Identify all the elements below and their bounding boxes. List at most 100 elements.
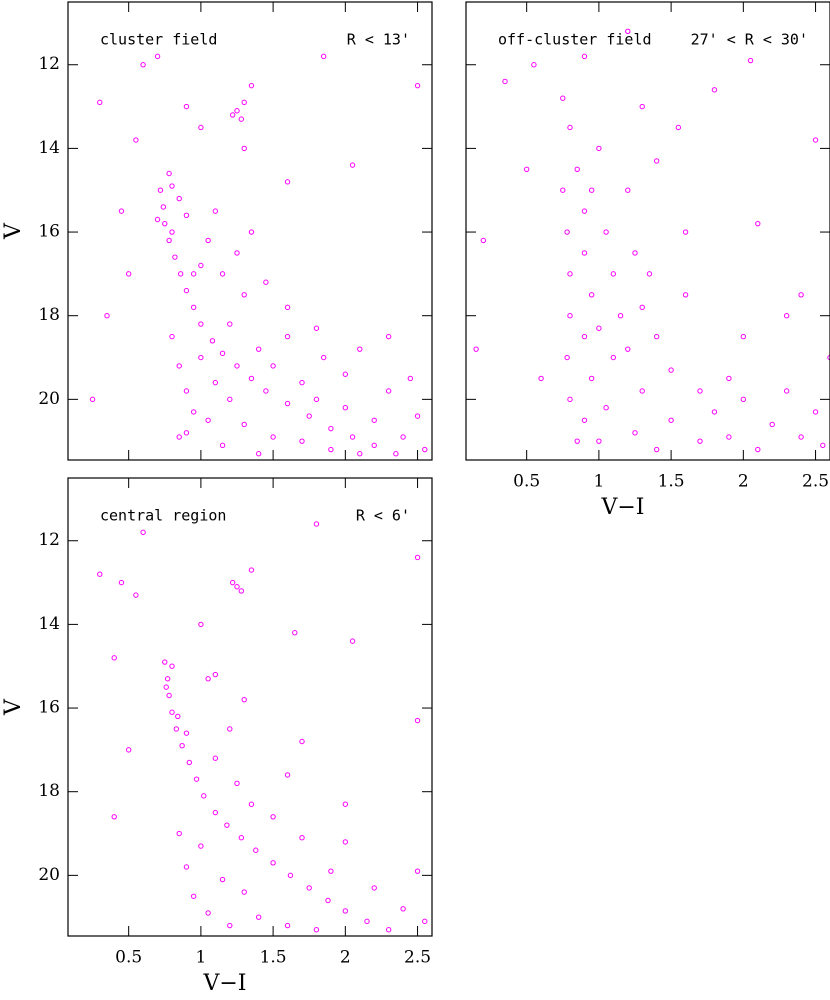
- point: [287, 872, 294, 879]
- point: [176, 434, 182, 440]
- point: [238, 835, 245, 841]
- point: [238, 588, 245, 594]
- point: [564, 354, 570, 361]
- point: [798, 292, 804, 298]
- point: [176, 195, 182, 202]
- point: [284, 179, 291, 185]
- plot-frame: [67, 477, 433, 937]
- point: [284, 922, 291, 929]
- point: [755, 220, 761, 227]
- point: [726, 375, 732, 382]
- point: [111, 814, 117, 820]
- point: [198, 321, 204, 327]
- point: [284, 333, 291, 340]
- point: [755, 446, 761, 453]
- point: [812, 409, 819, 415]
- point: [320, 53, 327, 60]
- point: [154, 53, 161, 60]
- point: [371, 442, 377, 449]
- point: [219, 876, 226, 883]
- point: [653, 158, 660, 164]
- point: [125, 747, 132, 753]
- point: [227, 321, 233, 327]
- point: [639, 388, 645, 394]
- x-tick-label: 0.5: [115, 948, 142, 968]
- point: [480, 237, 487, 244]
- point: [328, 868, 334, 874]
- annotation: cluster field: [100, 31, 217, 49]
- point: [306, 885, 312, 891]
- point: [263, 279, 269, 285]
- point: [299, 835, 305, 841]
- point: [414, 717, 421, 724]
- point: [798, 434, 804, 440]
- point: [97, 571, 103, 577]
- point: [241, 889, 247, 895]
- point: [567, 396, 573, 403]
- point: [385, 388, 392, 394]
- point: [610, 271, 617, 277]
- x-tick-label: 1: [593, 472, 604, 492]
- point: [270, 363, 276, 369]
- point: [253, 847, 259, 853]
- point: [183, 730, 190, 736]
- point: [632, 430, 638, 436]
- point: [234, 250, 240, 256]
- point: [349, 434, 356, 440]
- point: [639, 103, 645, 110]
- point: [581, 250, 588, 256]
- annotation: R < 13': [347, 31, 410, 49]
- annotation: R < 6': [356, 507, 410, 525]
- point: [183, 388, 190, 394]
- point: [740, 333, 747, 340]
- point: [118, 208, 125, 214]
- point: [385, 927, 392, 933]
- point: [212, 671, 219, 678]
- point: [400, 906, 406, 912]
- point: [162, 659, 168, 665]
- point: [229, 579, 236, 586]
- point: [617, 312, 624, 319]
- point: [531, 62, 537, 68]
- point: [812, 137, 819, 143]
- point: [284, 772, 291, 778]
- point: [209, 338, 216, 344]
- point: [190, 893, 197, 899]
- point: [125, 271, 132, 277]
- point: [588, 187, 595, 193]
- point: [140, 529, 146, 536]
- point: [560, 187, 566, 193]
- point: [154, 216, 161, 223]
- point: [414, 554, 421, 561]
- point: [190, 271, 197, 277]
- point: [538, 375, 544, 382]
- point: [414, 82, 421, 89]
- point: [588, 292, 595, 298]
- point: [166, 170, 172, 177]
- point: [229, 112, 236, 118]
- point: [560, 95, 566, 101]
- point: [299, 438, 305, 444]
- point: [610, 354, 617, 361]
- point: [502, 78, 508, 85]
- point: [313, 396, 320, 403]
- point: [173, 726, 180, 732]
- point: [255, 914, 262, 920]
- point: [177, 271, 184, 277]
- y-axis-label: V: [1, 698, 26, 716]
- point: [313, 927, 320, 933]
- point: [162, 220, 168, 227]
- point: [166, 237, 172, 244]
- point: [205, 676, 211, 682]
- point: [183, 430, 190, 436]
- point: [632, 250, 638, 256]
- point: [227, 922, 233, 929]
- point: [248, 375, 255, 382]
- point: [255, 346, 262, 352]
- point: [169, 709, 175, 715]
- point: [193, 776, 200, 782]
- point: [198, 621, 204, 628]
- point: [255, 451, 262, 457]
- point: [407, 375, 414, 382]
- point: [183, 103, 190, 110]
